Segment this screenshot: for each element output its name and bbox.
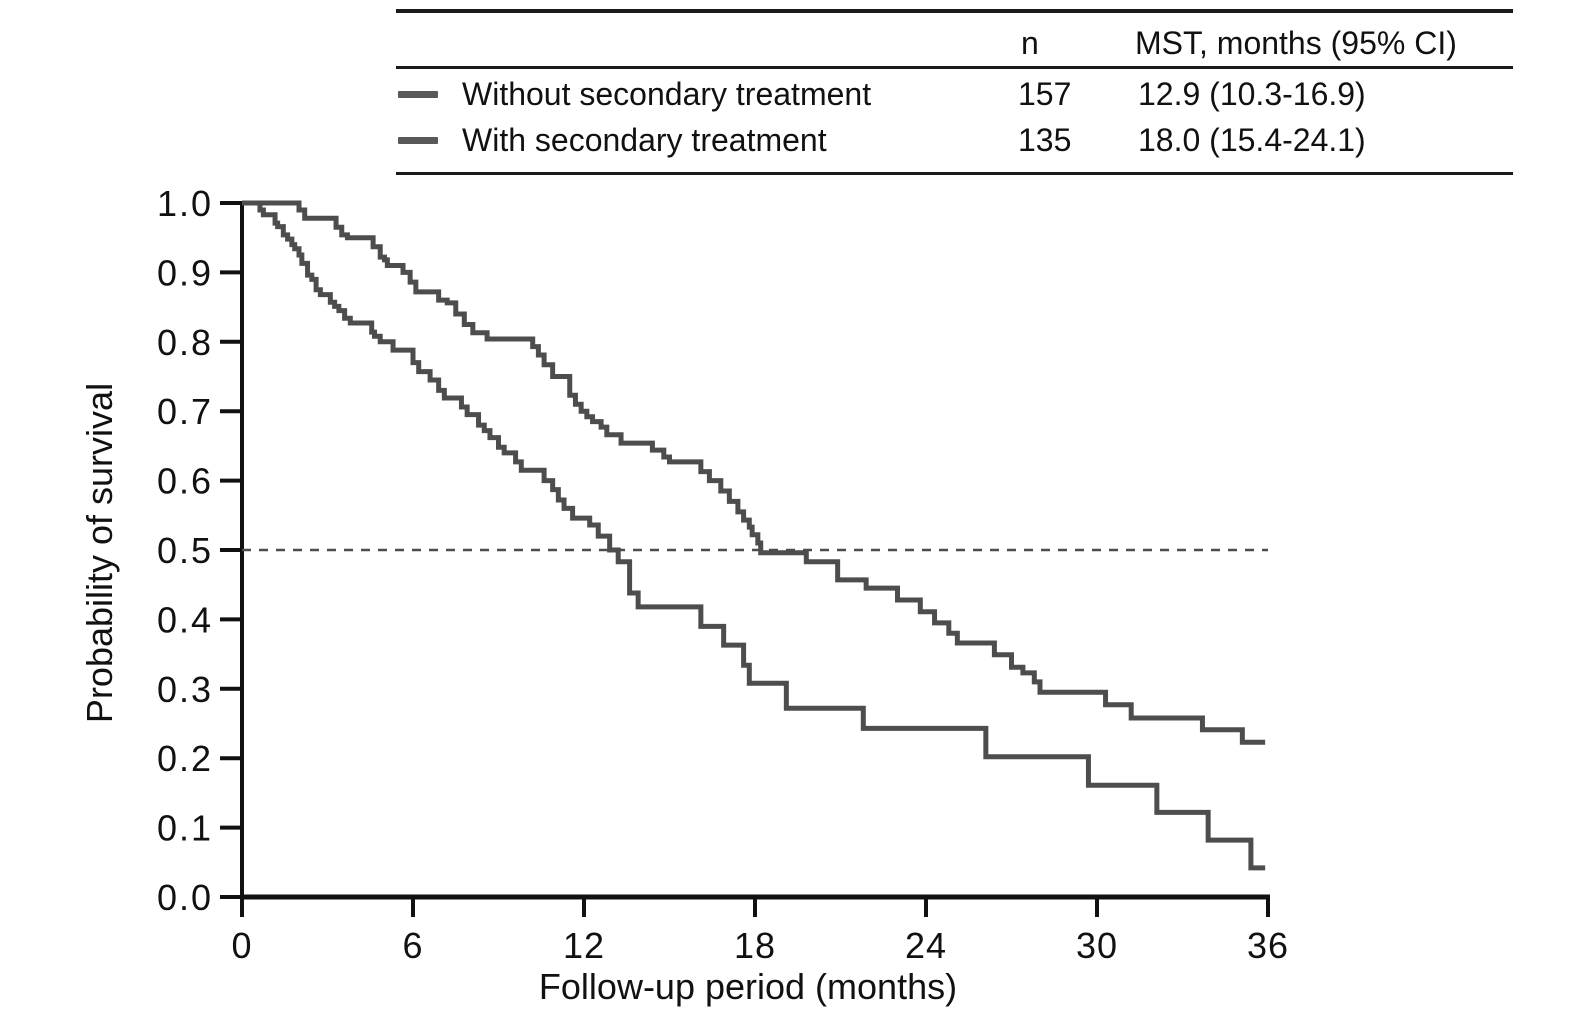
legend-row-with-secondary-treatment: With secondary treatment 135 18.0 (15.4-… bbox=[396, 121, 1513, 159]
x-tick-label: 0 bbox=[231, 925, 252, 966]
series-label: With secondary treatment bbox=[462, 122, 827, 158]
series-swatch-icon bbox=[398, 137, 438, 144]
y-axis-title: Probability of survival bbox=[79, 382, 120, 724]
table-rule-top bbox=[396, 9, 1513, 13]
y-tick-label: 0.8 bbox=[157, 322, 213, 363]
y-tick-label: 0.9 bbox=[157, 252, 213, 293]
y-tick-label: 0.4 bbox=[157, 599, 213, 640]
legend-table: n MST, months (95% CI) Without secondary… bbox=[396, 9, 1513, 175]
curve-without-secondary-treatment bbox=[242, 200, 1266, 871]
y-tick-label: 0.6 bbox=[157, 461, 213, 502]
x-tick-label: 6 bbox=[402, 925, 423, 966]
curve-with-secondary-treatment bbox=[242, 200, 1266, 745]
series-swatch-icon bbox=[398, 91, 438, 98]
series-n: 135 bbox=[1018, 122, 1072, 158]
x-tick-label: 30 bbox=[1076, 925, 1118, 966]
y-tick-label: 1.0 bbox=[157, 183, 213, 224]
table-rule-bottom bbox=[396, 172, 1513, 175]
col-header-n: n bbox=[1021, 25, 1039, 61]
series-n: 157 bbox=[1018, 76, 1072, 112]
col-header-mst: MST, months (95% CI) bbox=[1135, 25, 1457, 61]
table-header-row: n MST, months (95% CI) bbox=[396, 23, 1513, 63]
x-tick-label: 18 bbox=[734, 925, 776, 966]
legend-row-without-secondary-treatment: Without secondary treatment 157 12.9 (10… bbox=[396, 75, 1513, 113]
table-rule-header bbox=[396, 66, 1513, 69]
y-tick-label: 0.0 bbox=[157, 877, 213, 918]
x-axis-title: Follow-up period (months) bbox=[538, 966, 958, 1007]
series-label: Without secondary treatment bbox=[462, 76, 872, 112]
y-tick-label: 0.1 bbox=[157, 808, 213, 849]
y-tick-label: 0.2 bbox=[157, 738, 213, 779]
x-tick-label: 36 bbox=[1247, 925, 1289, 966]
x-tick-label: 12 bbox=[563, 925, 605, 966]
x-tick-label: 24 bbox=[905, 925, 947, 966]
series-mst: 18.0 (15.4-24.1) bbox=[1138, 122, 1366, 158]
y-tick-label: 0.3 bbox=[157, 669, 213, 710]
series-mst: 12.9 (10.3-16.9) bbox=[1138, 76, 1366, 112]
y-tick-label: 0.7 bbox=[157, 391, 213, 432]
y-tick-label: 0.5 bbox=[157, 530, 213, 571]
